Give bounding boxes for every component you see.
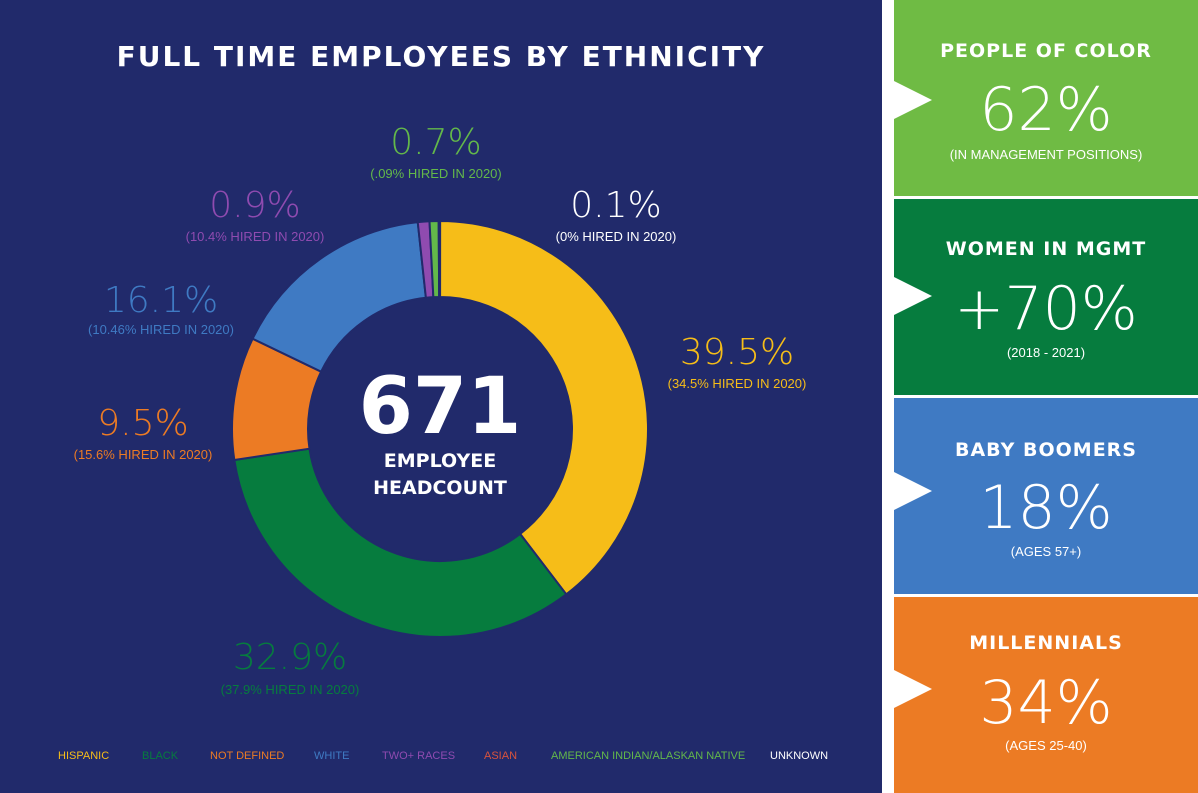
legend-item-hispanic: HISPANIC [58,750,110,762]
donut-slice-hispanic [439,219,649,596]
donut-slice-black [233,447,568,638]
slice-label-american-indian: 0.7% [390,122,482,163]
stat-title: WOMEN IN MGMT [945,238,1147,260]
chart-panel: FULL TIME EMPLOYEES BY ETHNICITY 39.5% (… [0,0,882,793]
slice-label-unknown: 0.1% [570,185,662,226]
legend-item-not-defined: NOT DEFINED [210,750,285,762]
stat-value: +70% [954,274,1138,344]
stat-note: (AGES 57+) [1010,544,1082,559]
slice-label-black: 32.9% [232,637,348,678]
legend: HISPANIC BLACK NOT DEFINED WHITE TWO+ RA… [0,750,882,766]
slice-sublabel-two-races: (10.4% HIRED IN 2020) [185,229,325,244]
donut-slice-unknown [437,219,442,299]
slice-label-hispanic: 39.5% [679,332,795,373]
legend-item-white: WHITE [314,750,350,762]
notch-arrow [894,670,932,708]
slice-label-white: 16.1% [103,280,219,321]
legend-item-black: BLACK [142,750,179,762]
donut-chart [231,219,649,638]
slice-sublabel-american-indian: (.09% HIRED IN 2020) [370,166,502,181]
notch-arrow [894,277,932,315]
stat-title: BABY BOOMERS [955,439,1137,461]
slice-sublabel-black: (37.9% HIRED IN 2020) [220,682,360,697]
stat-card-baby-boomers: BABY BOOMERS 18% (AGES 57+) [894,398,1198,594]
slice-sublabel-not-defined: (15.6% HIRED IN 2020) [73,447,213,462]
legend-item-american-indian: AMERICAN INDIAN/ALASKAN NATIVE [551,750,746,762]
slice-label-not-defined: 9.5% [97,403,189,444]
stat-note: (AGES 25-40) [1005,738,1087,753]
stat-card-people-of-color: PEOPLE OF COLOR 62% (IN MANAGEMENT POSIT… [894,0,1198,196]
legend-item-unknown: UNKNOWN [770,750,829,762]
slice-sublabel-white: (10.46% HIRED IN 2020) [88,322,234,337]
slice-label-two-races: 0.9% [209,185,301,226]
stat-title: PEOPLE OF COLOR [940,40,1152,62]
stat-title: MILLENNIALS [969,632,1123,654]
legend-item-asian: ASIAN [484,750,518,762]
headcount-caption-line2: HEADCOUNT [373,477,507,499]
stat-note: (IN MANAGEMENT POSITIONS) [949,147,1143,162]
headcount-caption-line1: EMPLOYEE [383,450,497,472]
slice-sublabel-unknown: (0% HIRED IN 2020) [555,229,677,244]
notch-arrow [894,81,932,119]
stat-value: 62% [979,75,1113,145]
stat-card-women-in-mgmt: WOMEN IN MGMT +70% (2018 - 2021) [894,199,1198,395]
legend-item-two-races: TWO+ RACES [382,750,456,762]
stat-note: (2018 - 2021) [1006,345,1086,360]
stat-value: 18% [979,473,1113,543]
slice-sublabel-hispanic: (34.5% HIRED IN 2020) [667,376,807,391]
notch-arrow [894,472,932,510]
stat-card-millennials: MILLENNIALS 34% (AGES 25-40) [894,597,1198,793]
stat-value: 34% [979,668,1113,738]
chart-title: FULL TIME EMPLOYEES BY ETHNICITY [116,40,766,73]
headcount-number: 671 [358,362,522,452]
